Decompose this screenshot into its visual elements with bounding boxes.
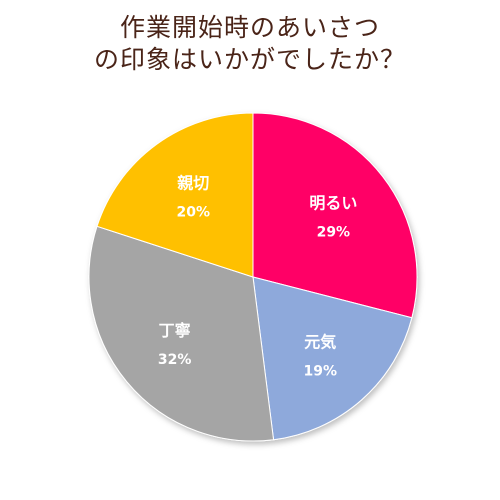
slice-value-akarui: 29% bbox=[317, 225, 351, 241]
chart-title: 作業開始時のあいさつ の印象はいかがでしたか？ bbox=[0, 12, 500, 76]
pie-slice-genki bbox=[252, 276, 413, 441]
slice-label-shinsetsu: 親切 bbox=[177, 174, 209, 193]
pie-slice-shinsetsu bbox=[96, 112, 254, 278]
pie-labels: 明るい 29% 元気 19% 丁寧 32% 親切 20% bbox=[158, 174, 357, 380]
pie-slice-teinei bbox=[88, 225, 275, 442]
chart-title-line-1: 作業開始時のあいさつ bbox=[119, 13, 380, 42]
slice-label-genki: 元気 bbox=[304, 332, 336, 351]
slice-label-akarui: 明るい bbox=[309, 194, 357, 213]
slice-value-shinsetsu: 20% bbox=[176, 205, 210, 221]
slice-label-teinei: 丁寧 bbox=[159, 321, 191, 340]
chart-title-line-2: の印象はいかがでしたか？ bbox=[93, 45, 406, 74]
pie-slices bbox=[88, 112, 418, 442]
slice-value-teinei: 32% bbox=[158, 352, 192, 368]
slice-value-genki: 19% bbox=[303, 363, 337, 379]
pie-slice-akarui bbox=[252, 112, 418, 319]
